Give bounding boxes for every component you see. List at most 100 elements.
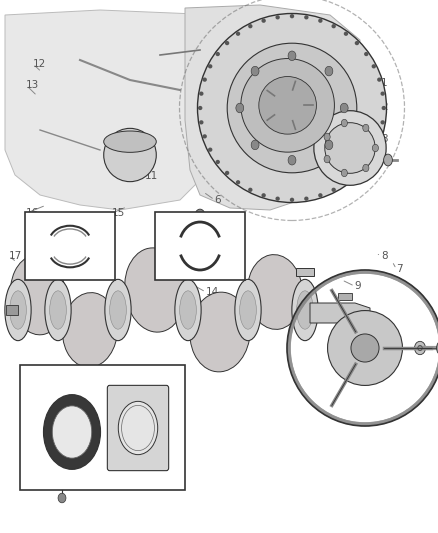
Ellipse shape: [259, 77, 316, 134]
Ellipse shape: [297, 291, 313, 329]
Ellipse shape: [290, 198, 294, 202]
Polygon shape: [310, 303, 370, 323]
Text: 8: 8: [381, 251, 388, 261]
Ellipse shape: [325, 66, 333, 76]
Ellipse shape: [236, 180, 240, 184]
Ellipse shape: [341, 169, 347, 176]
Ellipse shape: [355, 41, 359, 45]
Ellipse shape: [11, 255, 66, 335]
Bar: [6, 305, 18, 316]
Ellipse shape: [344, 180, 348, 184]
Ellipse shape: [62, 293, 118, 367]
Text: 2: 2: [381, 102, 388, 111]
Ellipse shape: [318, 193, 322, 197]
Ellipse shape: [414, 341, 425, 354]
Ellipse shape: [125, 248, 185, 332]
Ellipse shape: [5, 279, 31, 341]
Ellipse shape: [199, 92, 204, 96]
Ellipse shape: [288, 156, 296, 165]
Ellipse shape: [381, 92, 385, 96]
Ellipse shape: [45, 279, 71, 341]
Ellipse shape: [241, 59, 335, 152]
Ellipse shape: [202, 134, 207, 139]
Ellipse shape: [236, 31, 240, 36]
Ellipse shape: [341, 119, 347, 127]
Ellipse shape: [332, 24, 336, 28]
Ellipse shape: [225, 41, 229, 45]
Ellipse shape: [247, 255, 303, 329]
Ellipse shape: [355, 171, 359, 175]
Text: 17: 17: [9, 251, 22, 261]
Ellipse shape: [340, 103, 348, 113]
Ellipse shape: [437, 341, 438, 354]
Ellipse shape: [58, 493, 66, 503]
Ellipse shape: [110, 291, 126, 329]
Ellipse shape: [202, 77, 207, 82]
Ellipse shape: [290, 14, 294, 18]
Ellipse shape: [235, 279, 261, 341]
Ellipse shape: [208, 148, 212, 152]
Ellipse shape: [292, 279, 318, 341]
Ellipse shape: [180, 291, 196, 329]
Ellipse shape: [332, 188, 336, 192]
Ellipse shape: [236, 103, 244, 113]
Ellipse shape: [104, 128, 156, 182]
Bar: [339, 293, 352, 300]
Ellipse shape: [363, 164, 369, 172]
Ellipse shape: [304, 15, 308, 20]
Ellipse shape: [227, 43, 357, 173]
Text: 16: 16: [26, 208, 39, 218]
Ellipse shape: [251, 66, 259, 76]
Text: 15: 15: [112, 208, 125, 218]
Ellipse shape: [43, 395, 100, 470]
Ellipse shape: [175, 279, 201, 341]
Ellipse shape: [195, 209, 205, 221]
Ellipse shape: [208, 64, 212, 68]
Ellipse shape: [325, 140, 333, 150]
Ellipse shape: [364, 52, 368, 56]
Ellipse shape: [240, 291, 256, 329]
Ellipse shape: [372, 144, 378, 152]
Ellipse shape: [344, 31, 348, 36]
Ellipse shape: [288, 51, 296, 61]
Text: 13: 13: [26, 80, 39, 90]
Ellipse shape: [251, 140, 259, 150]
Ellipse shape: [248, 24, 253, 28]
Bar: [296, 268, 314, 276]
Ellipse shape: [377, 134, 381, 139]
Ellipse shape: [105, 279, 131, 341]
Text: 6: 6: [215, 195, 221, 205]
Ellipse shape: [324, 155, 330, 163]
Ellipse shape: [49, 291, 66, 329]
Ellipse shape: [215, 160, 220, 164]
Text: 4: 4: [364, 150, 370, 159]
Ellipse shape: [199, 120, 204, 125]
Text: 11: 11: [145, 171, 158, 181]
Ellipse shape: [324, 133, 330, 141]
Bar: [20, 365, 185, 490]
Ellipse shape: [276, 197, 280, 201]
Polygon shape: [5, 10, 230, 210]
Ellipse shape: [328, 311, 403, 385]
Ellipse shape: [261, 193, 266, 197]
Text: 3: 3: [381, 134, 388, 143]
Ellipse shape: [351, 334, 379, 362]
Ellipse shape: [248, 188, 253, 192]
Ellipse shape: [225, 171, 229, 175]
Ellipse shape: [304, 197, 308, 201]
Bar: [155, 212, 245, 280]
Ellipse shape: [363, 124, 369, 132]
Ellipse shape: [381, 120, 385, 125]
FancyBboxPatch shape: [107, 385, 169, 471]
Ellipse shape: [261, 19, 266, 23]
Ellipse shape: [377, 77, 381, 82]
Text: 1: 1: [381, 78, 388, 87]
Ellipse shape: [215, 52, 220, 56]
Text: 12: 12: [33, 59, 46, 69]
Ellipse shape: [371, 64, 376, 68]
Text: 14: 14: [206, 287, 219, 297]
Text: 10: 10: [261, 288, 274, 298]
Ellipse shape: [198, 13, 386, 203]
Ellipse shape: [418, 345, 422, 351]
Ellipse shape: [276, 15, 280, 20]
